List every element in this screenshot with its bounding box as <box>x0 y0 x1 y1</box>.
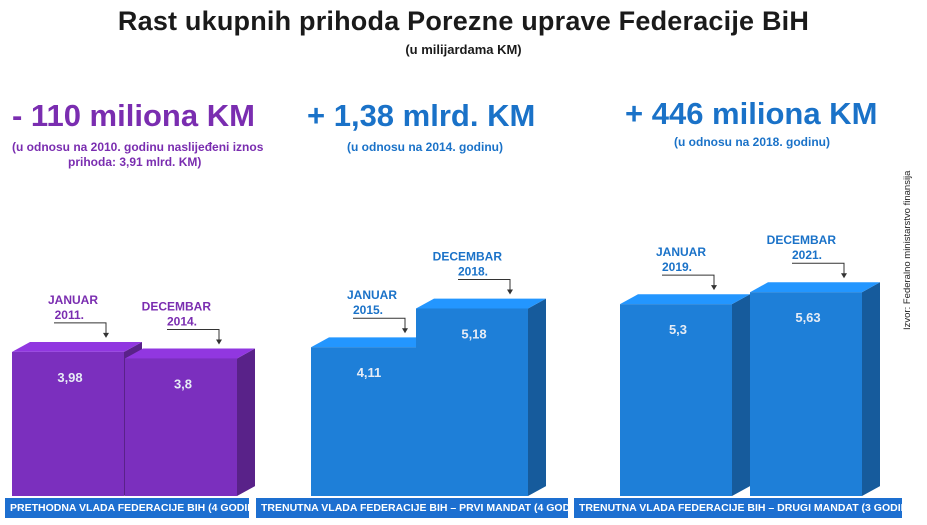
chart-subtitle: (u milijardama KM) <box>405 42 522 57</box>
group3-footer: TRENUTNA VLADA FEDERACIJE BIH – DRUGI MA… <box>574 498 919 518</box>
g2-bar1 <box>311 347 423 496</box>
g1-bar1-value-label: 3,98 <box>57 370 82 385</box>
g2-bar1-category-label-line2: 2015. <box>353 303 383 317</box>
g2-bar2-arrow <box>458 278 511 291</box>
g2-bar1-value-label: 4,11 <box>357 365 382 380</box>
g1-bar1-arrow-head <box>103 332 109 338</box>
g3-bar2-arrow-head <box>841 273 847 279</box>
g1-bar1-category-label-line2: 2011. <box>55 308 84 322</box>
group2-footer: TRENUTNA VLADA FEDERACIJE BIH – PRVI MAN… <box>256 498 591 518</box>
g1-bar2-value-label: 3,8 <box>174 376 192 391</box>
g2-bar2-value-label: 5,18 <box>461 326 486 341</box>
g1-bar1-category-label-line1: JANUAR <box>48 293 98 307</box>
g3-bar1-side <box>732 294 750 496</box>
g1-bar2-arrow-head <box>216 339 222 345</box>
g1-bar2-arrow <box>167 328 220 341</box>
g2-bar2-side <box>528 298 546 496</box>
g1-bar2-side <box>237 348 255 496</box>
group1-note-line1: (u odnosu na 2010. godinu naslijeđeni iz… <box>12 140 264 154</box>
g2-bar1-arrow-head <box>402 328 408 334</box>
g3-bar1-category-label-line2: 2019. <box>662 260 692 274</box>
g3-bar2-side <box>862 282 880 496</box>
g1-bar2 <box>125 358 237 496</box>
group2-note-line1: (u odnosu na 2014. godinu) <box>347 140 503 154</box>
g3-bar1-top <box>620 294 750 305</box>
g3-bar2 <box>750 292 862 496</box>
g3-bar2-category-label-line1: DECEMBAR <box>767 233 837 247</box>
group1-headline: - 110 miliona KM <box>12 98 255 133</box>
g3-bar2-value-label: 5,63 <box>795 310 820 325</box>
g3-bar1-arrow <box>662 274 715 287</box>
g2-bar1-top <box>311 337 441 348</box>
g2-bar2-top <box>416 298 546 309</box>
g3-bar1-category-label-line1: JANUAR <box>656 245 706 259</box>
group2-headline: + 1,38 mlrd. KM <box>307 98 536 133</box>
group3-note-line1: (u odnosu na 2018. godinu) <box>674 135 830 149</box>
g3-bar1-value-label: 5,3 <box>669 322 687 337</box>
group1-footer: PRETHODNA VLADA FEDERACIJE BIH (4 GODINE… <box>5 498 265 518</box>
g1-bar1-top <box>12 342 142 352</box>
g1-bar1-arrow <box>54 322 107 334</box>
group3-headline: + 446 miliona KM <box>625 96 878 131</box>
g3-bar2-arrow <box>792 262 845 275</box>
g3-bar2-top <box>750 282 880 293</box>
g3-bar1-arrow-head <box>711 285 717 291</box>
g1-bar2-top <box>125 348 255 359</box>
g1-bar2-category-label-line2: 2014. <box>167 314 197 328</box>
g3-bar1 <box>620 304 732 496</box>
chart-title: Rast ukupnih prihoda Porezne uprave Fede… <box>117 6 810 36</box>
g1-bar2-category-label-line1: DECEMBAR <box>142 299 212 313</box>
g1-bar1 <box>12 351 124 496</box>
group1-note-line2: prihoda: 3,91 mlrd. KM) <box>68 155 202 169</box>
g2-bar1-category-label-line1: JANUAR <box>347 288 397 302</box>
g2-bar1-arrow <box>353 317 406 330</box>
g2-bar2-category-label-line1: DECEMBAR <box>433 249 503 263</box>
g2-bar2-arrow-head <box>507 289 513 295</box>
g2-bar2 <box>416 308 528 496</box>
g2-bar2-category-label-line2: 2018. <box>458 264 488 278</box>
g3-bar2-category-label-line2: 2021. <box>792 248 822 262</box>
